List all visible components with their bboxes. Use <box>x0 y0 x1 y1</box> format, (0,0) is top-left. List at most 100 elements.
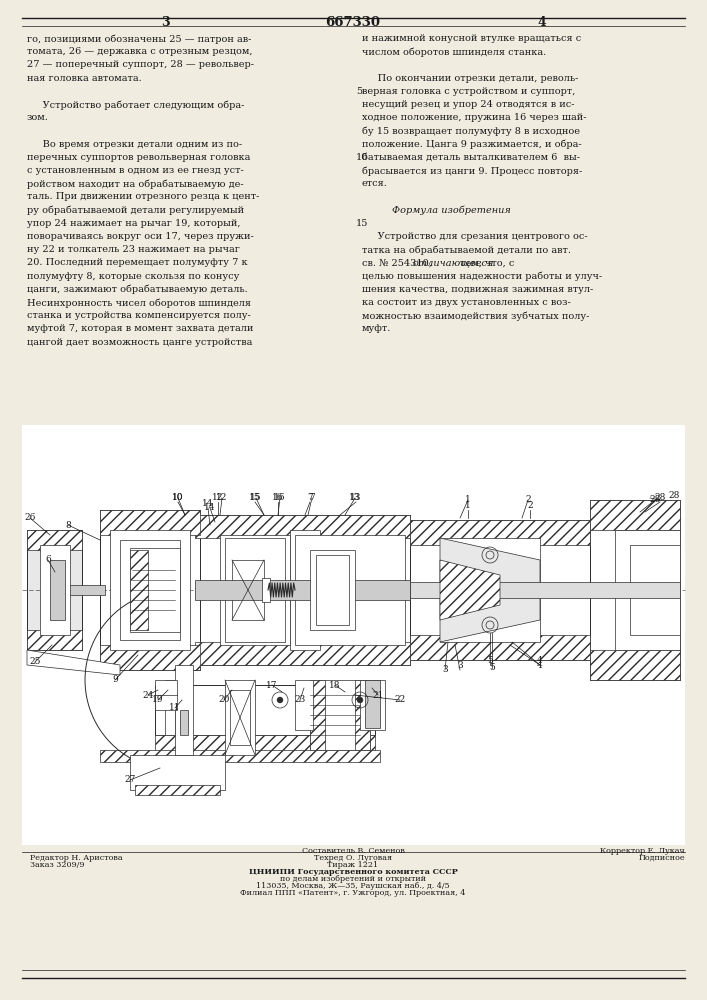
Bar <box>630 545 680 635</box>
Text: полумуфту 8, которые скользя по конусу: полумуфту 8, которые скользя по конусу <box>27 272 240 281</box>
Text: 22: 22 <box>395 696 406 704</box>
Bar <box>110 530 190 650</box>
Text: Подписное: Подписное <box>638 854 685 862</box>
Text: 4: 4 <box>537 660 543 670</box>
Text: 10: 10 <box>173 493 184 502</box>
Polygon shape <box>165 680 175 735</box>
Bar <box>120 540 180 640</box>
Text: 6: 6 <box>45 556 51 564</box>
Text: 9: 9 <box>112 676 118 684</box>
Bar <box>155 680 177 710</box>
Text: 15: 15 <box>249 493 261 502</box>
Text: По окончании отрезки детали, револь-: По окончании отрезки детали, револь- <box>362 74 578 83</box>
Bar <box>410 635 590 660</box>
Text: верная головка с устройством и суппорт,: верная головка с устройством и суппорт, <box>362 87 575 96</box>
Bar <box>27 630 82 650</box>
Text: по делам изобретений и открытий: по делам изобретений и открытий <box>280 875 426 883</box>
Bar <box>310 550 355 630</box>
Text: и нажимной конусной втулке вращаться с: и нажимной конусной втулке вращаться с <box>362 34 581 43</box>
Text: 14: 14 <box>202 499 214 508</box>
Text: 21: 21 <box>373 690 384 700</box>
Bar <box>100 510 200 670</box>
Text: 18: 18 <box>329 680 341 690</box>
Text: 5: 5 <box>489 664 495 672</box>
Text: 5: 5 <box>356 87 362 96</box>
Text: бу 15 возвращает полумуфту 8 в исходное: бу 15 возвращает полумуфту 8 в исходное <box>362 126 580 136</box>
Bar <box>310 680 325 750</box>
Circle shape <box>277 697 283 703</box>
Text: несущий резец и упор 24 отводятся в ис-: несущий резец и упор 24 отводятся в ис- <box>362 100 575 109</box>
Text: батываемая деталь выталкивателем 6  вы-: батываемая деталь выталкивателем 6 вы- <box>362 153 580 162</box>
Bar <box>410 582 680 598</box>
Text: 7: 7 <box>309 493 315 502</box>
Bar <box>130 755 225 790</box>
Text: отличающееся: отличающееся <box>413 258 494 267</box>
Text: 11: 11 <box>169 704 181 712</box>
Bar <box>175 665 193 755</box>
Bar <box>195 515 410 665</box>
Text: брасывается из цанги 9. Процесс повторя-: брасывается из цанги 9. Процесс повторя- <box>362 166 583 176</box>
Bar <box>100 750 380 762</box>
Text: Филиал ППП «Патент», г. Ужгород, ул. Проектная, 4: Филиал ППП «Патент», г. Ужгород, ул. Про… <box>240 889 466 897</box>
Text: перечных суппортов револьверная головка: перечных суппортов револьверная головка <box>27 153 250 162</box>
Bar <box>440 538 540 642</box>
Bar <box>590 650 680 680</box>
Bar <box>40 545 70 635</box>
Bar <box>365 680 380 728</box>
Text: 26: 26 <box>24 514 35 522</box>
Text: 20. Последний перемещает полумуфту 7 к: 20. Последний перемещает полумуфту 7 к <box>27 258 247 267</box>
Bar <box>27 530 82 550</box>
Polygon shape <box>440 538 540 642</box>
Text: 28: 28 <box>654 493 666 502</box>
Text: с установленным в одном из ее гнезд уст-: с установленным в одном из ее гнезд уст- <box>27 166 244 175</box>
Text: муфт.: муфт. <box>362 324 392 333</box>
Text: томата, 26 — державка с отрезным резцом,: томата, 26 — державка с отрезным резцом, <box>27 47 252 56</box>
Text: 15: 15 <box>250 493 262 502</box>
Text: 4: 4 <box>537 16 547 29</box>
Text: го, позициями обозначены 25 — патрон ав-: го, позициями обозначены 25 — патрон ав- <box>27 34 252 43</box>
Text: 7: 7 <box>307 493 313 502</box>
Bar <box>130 550 148 630</box>
Text: цанги, зажимают обрабатываемую деталь.: цанги, зажимают обрабатываемую деталь. <box>27 285 247 294</box>
Text: тем, что, с: тем, что, с <box>457 258 514 267</box>
Text: 113035, Москва, Ж—35, Раушская наб., д. 4/5: 113035, Москва, Ж—35, Раушская наб., д. … <box>256 882 450 890</box>
Text: 13: 13 <box>350 493 362 502</box>
Text: Тираж 1221: Тираж 1221 <box>327 861 378 869</box>
Text: 2: 2 <box>527 501 533 510</box>
Bar <box>45 580 57 600</box>
Bar <box>295 680 313 730</box>
Text: 3: 3 <box>442 666 448 674</box>
Bar <box>180 710 188 735</box>
Bar <box>225 680 255 755</box>
Text: 15: 15 <box>356 219 368 228</box>
Text: 25: 25 <box>29 658 41 666</box>
Text: Во время отрезки детали одним из по-: Во время отрезки детали одним из по- <box>27 140 242 149</box>
Bar <box>220 535 290 645</box>
Text: целью повышения надежности работы и улуч-: целью повышения надежности работы и улуч… <box>362 272 602 281</box>
Text: шения качества, подвижная зажимная втул-: шения качества, подвижная зажимная втул- <box>362 285 593 294</box>
Text: Редактор Н. Аристова: Редактор Н. Аристова <box>30 854 122 862</box>
Text: станка и устройства компенсируется полу-: станка и устройства компенсируется полу- <box>27 311 251 320</box>
Text: Несинхронность чисел оборотов шпинделя: Несинхронность чисел оборотов шпинделя <box>27 298 251 308</box>
Text: Устройство для срезания центрового ос-: Устройство для срезания центрового ос- <box>362 232 588 241</box>
Text: 5: 5 <box>487 656 493 665</box>
Text: ка состоит из двух установленных с воз-: ка состоит из двух установленных с воз- <box>362 298 571 307</box>
Bar <box>195 580 410 600</box>
Text: муфтой 7, которая в момент захвата детали: муфтой 7, которая в момент захвата детал… <box>27 324 253 333</box>
Text: 20: 20 <box>218 696 230 704</box>
Bar <box>195 642 410 665</box>
Text: 10: 10 <box>356 153 368 162</box>
Text: цангой дает возможность цанге устройства: цангой дает возможность цанге устройства <box>27 338 252 347</box>
Text: 10: 10 <box>173 493 184 502</box>
Text: 14: 14 <box>204 504 216 512</box>
Text: Устройство работает следующим обра-: Устройство работает следующим обра- <box>27 100 245 109</box>
Text: положение. Цанга 9 разжимается, и обра-: положение. Цанга 9 разжимается, и обра- <box>362 140 582 149</box>
Text: 2: 2 <box>525 495 531 504</box>
Text: ру обрабатываемой детали регулируемый: ру обрабатываемой детали регулируемый <box>27 206 244 215</box>
Bar <box>360 680 385 730</box>
Bar <box>50 560 65 620</box>
Text: 3: 3 <box>160 16 169 29</box>
Bar <box>410 520 590 545</box>
Text: ну 22 и толкатель 23 нажимает на рычаг: ну 22 и толкатель 23 нажимает на рычаг <box>27 245 240 254</box>
Bar <box>135 785 220 795</box>
